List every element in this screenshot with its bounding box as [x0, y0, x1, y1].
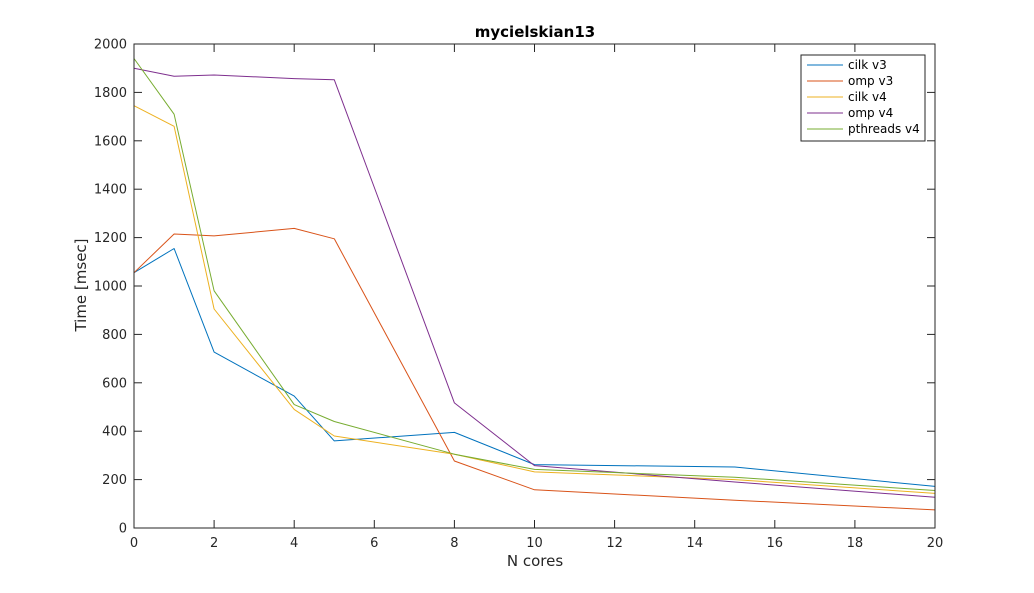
x-tick-label: 0	[130, 536, 138, 551]
x-axis-label: N cores	[507, 552, 563, 570]
x-tick-label: 10	[526, 536, 543, 551]
x-tick-label: 16	[767, 536, 784, 551]
y-tick-label: 600	[102, 376, 127, 391]
y-tick-label: 1800	[94, 86, 127, 101]
x-tick-label: 20	[927, 536, 944, 551]
x-tick-label: 12	[606, 536, 623, 551]
x-tick-label: 18	[847, 536, 864, 551]
series-layer	[133, 58, 936, 511]
x-tick-label: 6	[370, 536, 378, 551]
legend-entry: omp v3	[848, 74, 893, 88]
y-tick-label: 800	[102, 328, 127, 343]
y-tick-label: 1000	[94, 280, 127, 295]
axes-layer: 0 2 4 6 8 10 12 14 16 18 2002004006008001000120014…	[94, 38, 943, 552]
x-tick-label: 2	[210, 536, 218, 551]
y-axis-label: Time [msec]	[72, 238, 90, 332]
x-tick-label: 8	[450, 536, 458, 551]
legend: cilk v3 omp v3 cilk v4 omp v4 pthreads v4	[800, 54, 926, 142]
y-tick-label: 200	[102, 473, 127, 488]
y-tick-label: 1400	[94, 183, 127, 198]
y-tick-label: 400	[102, 425, 127, 440]
series-line-5	[133, 58, 936, 491]
chart-title: mycielskian13	[475, 23, 595, 41]
legend-entry: omp v4	[848, 106, 893, 120]
y-tick-label: 1200	[94, 231, 127, 246]
legend-entry: cilk v4	[848, 90, 887, 104]
legend-entry: cilk v3	[848, 58, 887, 72]
legend-box	[800, 54, 926, 142]
series-line-2	[133, 227, 936, 511]
x-tick-label: 4	[290, 536, 298, 551]
series-line-4	[133, 67, 936, 498]
y-tick-label: 1600	[94, 134, 127, 149]
y-tick-label: 0	[119, 522, 127, 537]
legend-entry: pthreads v4	[848, 122, 920, 136]
y-tick-label: 2000	[94, 38, 127, 53]
series-line-1	[133, 248, 936, 487]
x-tick-label: 14	[686, 536, 703, 551]
